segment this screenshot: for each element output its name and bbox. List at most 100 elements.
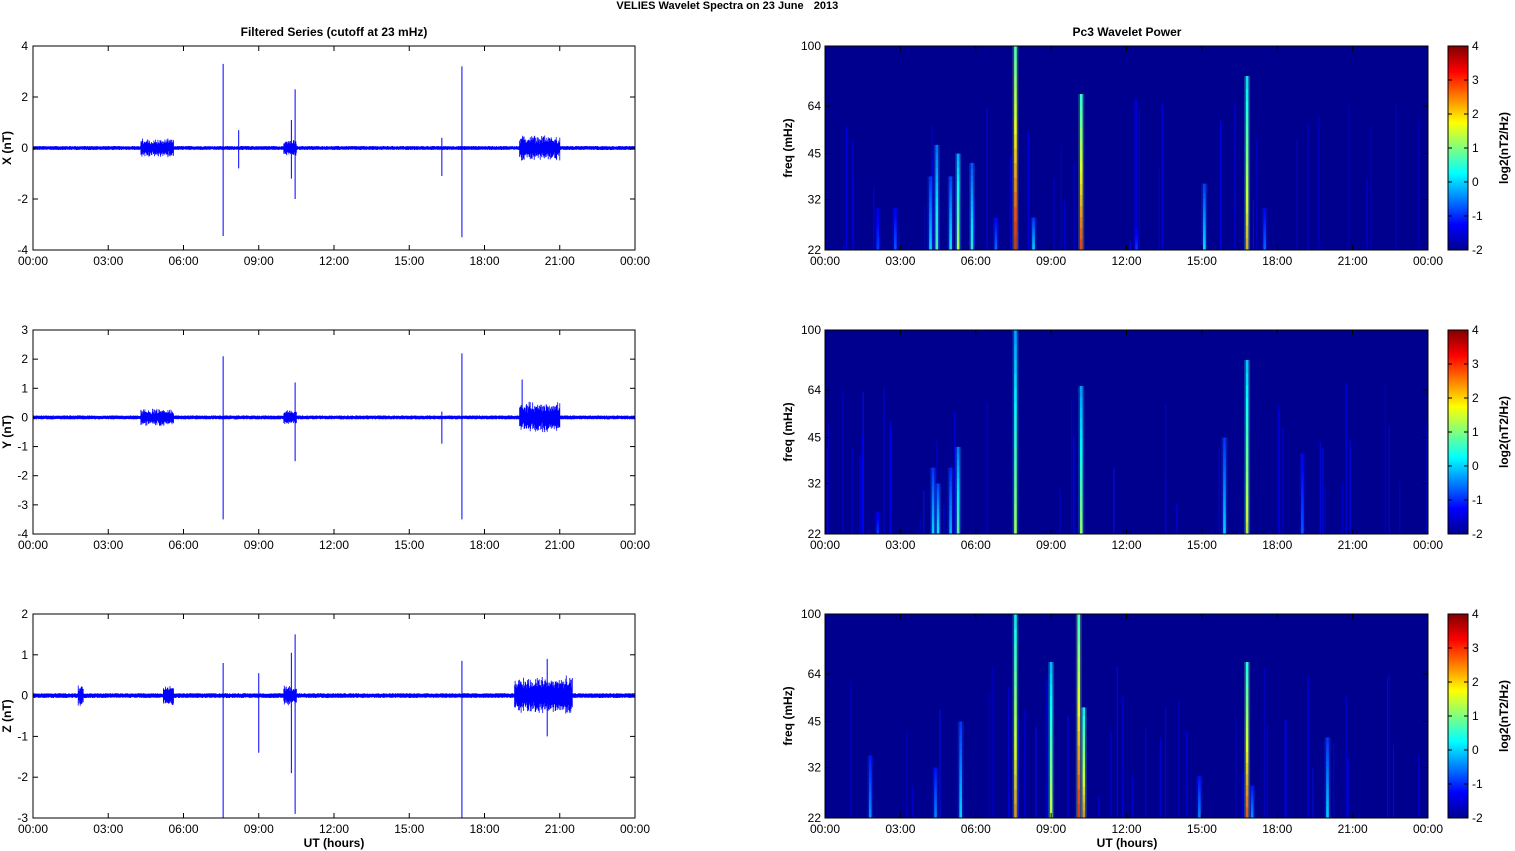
heatmap-streak-segment: [1245, 762, 1249, 774]
heatmap-streak-segment: [1223, 527, 1226, 535]
heatmap-streak-segment: [1014, 133, 1017, 149]
heatmap-streak-segment: [1014, 504, 1017, 520]
heatmap-streak-segment: [1245, 521, 1249, 535]
line-xtick-label: 03:00: [93, 538, 123, 552]
heatmap-streak-segment: [956, 243, 960, 251]
heatmap-streak-segment: [949, 202, 952, 209]
heatmap-streak-segment: [1203, 193, 1206, 199]
heatmap-cell: [1110, 731, 1112, 818]
heatmap-streak-segment: [876, 521, 880, 524]
heatmap-streak-segment: [970, 212, 974, 220]
heatmap-streak-segment: [1135, 246, 1138, 249]
heatmap-streak-segment: [1301, 482, 1304, 489]
heatmap-streak-segment: [1263, 244, 1266, 248]
heatmap-streak-segment: [868, 795, 872, 801]
heatmap-streak-segment: [970, 200, 974, 207]
heatmap-streak-segment: [1032, 226, 1035, 230]
heatmap-streak-segment: [1032, 233, 1035, 237]
ylabel: freq (mHz): [781, 686, 795, 745]
heatmap-streak-glow: [930, 467, 937, 534]
heatmap-streak-segment: [1014, 162, 1017, 178]
heatmap-streak-segment: [959, 735, 962, 743]
heatmap-streak-segment: [1049, 762, 1053, 774]
heatmap-streak-segment: [994, 222, 998, 225]
colorbar: 4 3 2 1 0 -1 -2 log2(nT2/Hz): [1447, 323, 1511, 541]
heatmap-streak-segment: [1245, 695, 1249, 708]
heatmap-cell: [1159, 739, 1161, 818]
heatmap-streak-segment: [1326, 737, 1329, 744]
heatmap-streak-segment: [1032, 238, 1035, 242]
line-xtick-label: 12:00: [319, 822, 349, 836]
heatmap-cell: [852, 140, 854, 250]
heatmap-cell: [1131, 775, 1134, 818]
heatmap-streak-segment: [1245, 496, 1249, 510]
ytick-label: 0: [21, 141, 28, 155]
heatmap-xtick-label: 00:00: [1413, 538, 1443, 552]
heatmap-streak-segment: [1198, 776, 1201, 780]
heatmap-streak-segment: [1077, 803, 1081, 819]
heatmap-streak-segment: [1082, 746, 1086, 756]
heatmap-streak-segment: [1245, 397, 1249, 411]
heatmap-streak-segment: [1014, 774, 1017, 790]
heatmap-cell: [1266, 724, 1268, 818]
heatmap-streak-segment: [1245, 509, 1249, 523]
heatmap-streak-segment: [894, 232, 897, 236]
heatmap-streak-segment: [876, 208, 880, 212]
ytick-label: 45: [808, 431, 822, 445]
heatmap-cell: [1345, 695, 1347, 818]
heatmap-streak-segment: [1245, 806, 1249, 819]
line-xtick-label: 12:00: [319, 538, 349, 552]
heatmap-cell: [1116, 666, 1118, 818]
ytick-label: -1: [17, 440, 28, 454]
ytick-label: 45: [808, 715, 822, 729]
heatmap-streak-segment: [1082, 738, 1086, 748]
colorbar: 4 3 2 1 0 -1 -2 log2(nT2/Hz): [1447, 607, 1511, 825]
heatmap-streak-segment: [929, 181, 932, 188]
heatmap-streak-segment: [1082, 762, 1086, 772]
ytick-label: 2: [21, 90, 28, 104]
heatmap-streak-segment: [1135, 227, 1138, 230]
heatmap-streak-segment: [1049, 684, 1053, 696]
heatmap-streak-segment: [1077, 701, 1081, 717]
heatmap-streak-segment: [1077, 745, 1081, 761]
colorbar-tick-label: 1: [1472, 709, 1479, 723]
heatmap-xtick-label: 03:00: [885, 538, 915, 552]
heatmap-streak-segment: [1014, 614, 1017, 630]
line-xtick-label: 15:00: [394, 254, 424, 268]
heatmap-cell: [1263, 667, 1265, 818]
heatmap-xtick-label: 15:00: [1187, 538, 1217, 552]
heatmap-streak-segment: [1250, 790, 1254, 793]
heatmap-xtick-label: 03:00: [885, 254, 915, 268]
heatmap-cell: [1010, 156, 1012, 250]
ytick-label: 2: [21, 352, 28, 366]
line-xtick-label: 06:00: [168, 538, 198, 552]
ytick-label: 22: [808, 527, 822, 541]
heatmap-streak-segment: [1250, 808, 1254, 812]
heatmap-streak-segment: [1198, 806, 1201, 810]
line-xtick-label: 15:00: [394, 538, 424, 552]
colorbar-tick-label: 3: [1472, 641, 1479, 655]
colorbar-tick-label: 2: [1472, 675, 1479, 689]
heatmap-streak-segment: [936, 501, 940, 506]
heatmap-streak-segment: [1223, 444, 1226, 452]
heatmap-streak-segment: [876, 226, 880, 230]
heatmap-streak-segment: [876, 513, 880, 516]
heatmap-streak-glow: [1324, 737, 1331, 818]
heatmap-streak-segment: [931, 524, 935, 530]
heatmap-streak-segment: [970, 237, 974, 245]
heatmap-streak-segment: [1014, 657, 1017, 673]
heatmap-streak-segment: [1082, 802, 1086, 811]
heatmap-streak-segment: [876, 525, 880, 529]
heatmap-streak-segment: [1077, 628, 1081, 644]
heatmap-streak-segment: [929, 223, 932, 230]
heatmap-streak-segment: [994, 240, 998, 244]
heatmap-streak-segment: [970, 175, 974, 183]
heatmap-streak-segment: [1326, 760, 1329, 767]
heatmap-cell: [878, 237, 881, 250]
heatmap-streak-segment: [1263, 235, 1266, 239]
heatmap-streak-glow: [933, 144, 940, 250]
heatmap-streak-glow: [1078, 94, 1085, 251]
heatmap-cell: [1073, 436, 1075, 534]
heatmap-cell: [1035, 727, 1037, 818]
heatmap-streak-segment: [1198, 779, 1201, 783]
